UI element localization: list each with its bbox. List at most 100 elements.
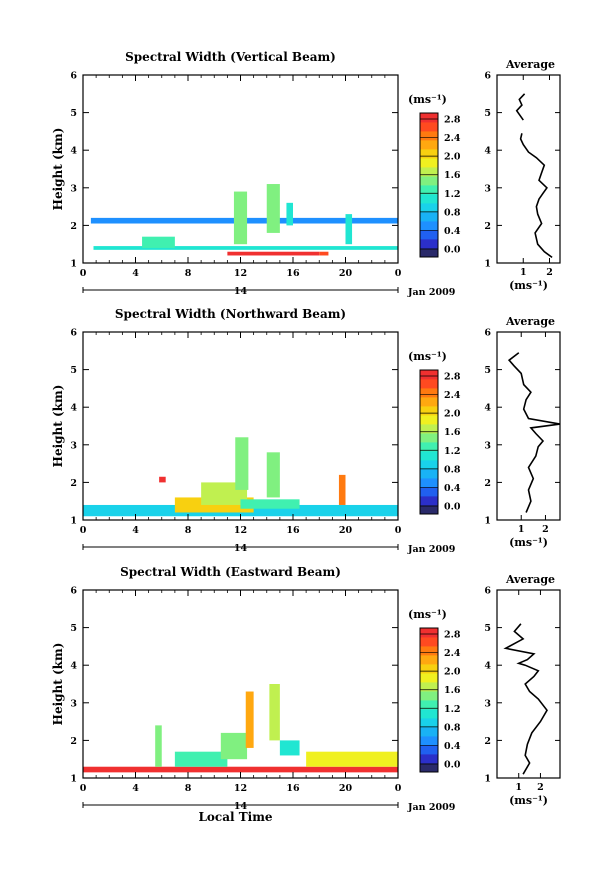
colorbar: (ms⁻¹) 0.0 0.4 0.8 1.2 1.6 2.0 2.4 2.8 xyxy=(408,350,461,515)
colorbar-swatch xyxy=(420,673,438,683)
y-tick-label: 2 xyxy=(70,221,77,232)
colorbar-swatch xyxy=(420,122,438,132)
colorbar-swatch xyxy=(420,221,438,231)
x-tick-label: 12 xyxy=(234,268,247,279)
y-tick-label: 3 xyxy=(70,440,77,451)
y-tick-label: 2 xyxy=(70,736,77,747)
colorbar-swatch xyxy=(420,248,438,258)
heatmap-cell-0 xyxy=(83,766,398,773)
x-tick-label: 20 xyxy=(339,525,353,536)
average-y-tick-label: 6 xyxy=(484,328,491,339)
colorbar-swatch xyxy=(420,140,438,150)
day-label: 14 xyxy=(234,286,248,297)
y-tick-label: 5 xyxy=(70,365,77,376)
heatmap-cell-4 xyxy=(266,452,280,498)
average-x-tick-label: 2 xyxy=(546,267,553,278)
average-x-label: (ms⁻¹) xyxy=(509,794,548,807)
y-tick-label: 1 xyxy=(70,774,77,785)
average-y-tick-label: 2 xyxy=(484,221,491,232)
average-y-tick-label: 5 xyxy=(484,365,491,376)
heatmap-cell-5 xyxy=(240,499,300,509)
date-label: Jan 2009 xyxy=(407,544,456,555)
average-line-upper xyxy=(515,93,526,121)
colorbar-swatch xyxy=(420,167,438,177)
x-tick-label: 0 xyxy=(80,783,87,794)
colorbar-swatch xyxy=(420,727,438,737)
colorbar-swatch xyxy=(420,505,438,515)
colorbar-tick-label: 0.8 xyxy=(444,207,461,218)
colorbar-frame xyxy=(419,627,439,773)
average-y-tick-label: 3 xyxy=(484,183,491,194)
x-tick-label: 12 xyxy=(234,525,247,536)
colorbar-tick-label: 2.0 xyxy=(444,152,461,163)
colorbar-tick-label: 2.0 xyxy=(444,667,461,678)
panel-title: Spectral Width (Vertical Beam) xyxy=(125,50,336,64)
average-y-tick-label: 3 xyxy=(484,698,491,709)
average-y-tick-label: 4 xyxy=(484,403,491,414)
heatmap-cell-8 xyxy=(345,214,353,245)
heatmap-cell-3 xyxy=(227,251,320,256)
average-frame xyxy=(496,589,561,779)
average-x-tick-label: 2 xyxy=(537,782,544,793)
colorbar-swatch xyxy=(420,388,438,398)
colorbar: (ms⁻¹) 0.0 0.4 0.8 1.2 1.6 2.0 2.4 2.8 xyxy=(408,93,461,258)
colorbar-swatch xyxy=(420,131,438,141)
heatmap-cell-1 xyxy=(93,246,398,250)
colorbar-swatch xyxy=(420,745,438,755)
colorbar-swatch xyxy=(420,442,438,452)
colorbar-tick-label: 0.4 xyxy=(444,741,461,752)
x-tick-label: 20 xyxy=(339,268,353,279)
x-tick-label: 16 xyxy=(286,268,300,279)
average-y-tick-label: 3 xyxy=(484,440,491,451)
x-tick-label: 0 xyxy=(395,525,402,536)
colorbar-swatch xyxy=(420,655,438,665)
colorbar-swatch xyxy=(420,691,438,701)
average-frame xyxy=(496,74,561,264)
heatmap-cell-2 xyxy=(142,236,175,248)
heatmap-cell-1 xyxy=(155,725,162,767)
colorbar-swatch xyxy=(420,478,438,488)
colorbar-frame xyxy=(419,112,439,258)
colorbar-tick-label: 1.2 xyxy=(444,446,461,457)
colorbar-tick-label: 0.8 xyxy=(444,464,461,475)
colorbar-swatch xyxy=(420,212,438,222)
heatmap-cell-4 xyxy=(245,691,254,748)
colorbar-swatch xyxy=(420,682,438,692)
x-tick-label: 4 xyxy=(132,783,139,794)
colorbar-tick-label: 1.6 xyxy=(444,427,461,438)
y-tick-label: 5 xyxy=(70,623,77,634)
x-tick-label: 16 xyxy=(286,783,300,794)
y-axis-label: Height (km) xyxy=(51,385,65,468)
average-x-tick-label: 2 xyxy=(542,524,549,535)
day-label: 14 xyxy=(234,801,248,812)
average-line xyxy=(507,352,561,513)
colorbar-swatch xyxy=(420,487,438,497)
colorbar-tick-label: 1.2 xyxy=(444,189,461,200)
colorbar-swatch xyxy=(420,754,438,764)
x-tick-label: 0 xyxy=(80,525,87,536)
x-tick-label: 8 xyxy=(185,783,192,794)
average-x-label: (ms⁻¹) xyxy=(509,279,548,292)
y-tick-label: 5 xyxy=(70,108,77,119)
colorbar-swatch xyxy=(420,637,438,647)
x-tick-label: 8 xyxy=(185,525,192,536)
colorbar-swatch xyxy=(420,646,438,656)
x-tick-label: 0 xyxy=(80,268,87,279)
colorbar-swatch xyxy=(420,397,438,407)
y-tick-label: 6 xyxy=(70,586,77,597)
heatmap-cell-7 xyxy=(159,476,166,483)
colorbar-swatch xyxy=(420,176,438,186)
average-title: Average xyxy=(505,58,555,71)
colorbar-tick-label: 2.4 xyxy=(444,648,461,659)
colorbar-swatch xyxy=(420,736,438,746)
x-tick-label: 4 xyxy=(132,268,139,279)
average-y-tick-label: 1 xyxy=(484,774,491,785)
average-frame xyxy=(496,331,561,521)
y-tick-label: 3 xyxy=(70,183,77,194)
average-y-tick-label: 6 xyxy=(484,71,491,82)
y-tick-label: 2 xyxy=(70,478,77,489)
